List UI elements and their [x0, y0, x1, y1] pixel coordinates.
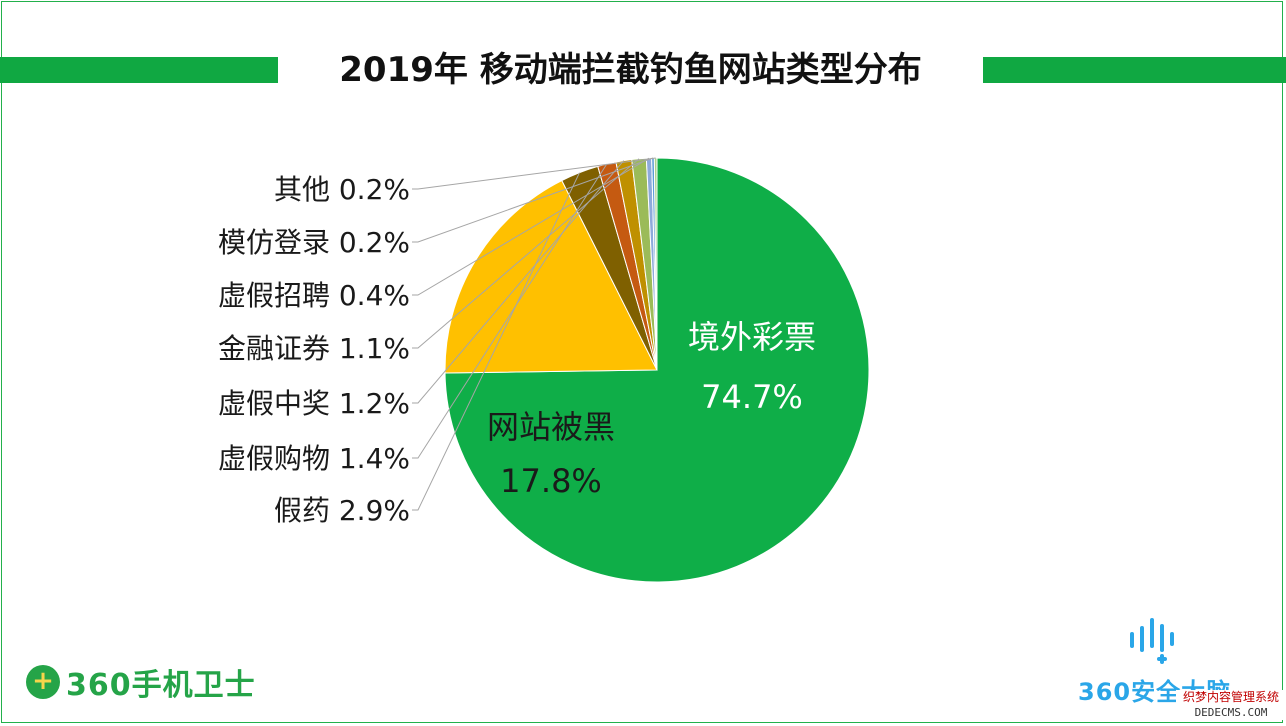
leader-lines — [412, 157, 656, 511]
slice-category-label: 境外彩票 — [688, 318, 816, 356]
slice-outside-label: 虚假购物 1.4% — [218, 442, 410, 475]
watermark: 织梦内容管理系统 DEDECMS.COM — [1176, 690, 1286, 720]
slice-outside-label: 虚假招聘 0.4% — [218, 279, 410, 312]
leader-line — [412, 158, 640, 349]
slice-outside-label: 模仿登录 0.2% — [218, 226, 410, 259]
title-accent-bar-right — [983, 57, 1286, 83]
slice-outside-label: 其他 0.2% — [274, 173, 410, 206]
slice-labels: 境外彩票 74.7% 网站被黑 17.8% 假药 2.9% 虚假购物 1.4% 虚假中奖 1… — [218, 173, 816, 527]
leader-line — [412, 157, 656, 190]
leader-line — [412, 160, 625, 404]
pie-slice — [444, 179, 658, 374]
logo-360-mobile-guard: + 360手机卫士 — [26, 660, 256, 704]
leader-line — [412, 157, 654, 243]
chart-title: 2019年 移动端拦截钓鱼网站类型分布 — [339, 50, 922, 90]
leader-line — [412, 163, 608, 459]
sound-wave-icon — [1130, 618, 1174, 664]
slice-outside-label: 假药 2.9% — [274, 494, 410, 527]
slice-category-label: 网站被黑 — [487, 408, 615, 446]
slice-outside-label: 金融证券 1.1% — [218, 332, 410, 365]
leader-line — [412, 157, 650, 296]
leader-line — [412, 172, 580, 511]
plus-shield-icon: + — [26, 665, 60, 699]
slice-value-label: 74.7% — [701, 378, 803, 416]
watermark-line1: 织梦内容管理系统 — [1182, 690, 1279, 704]
pie-slice — [444, 157, 870, 583]
title-accent-bar-left — [0, 57, 278, 83]
logo-left-text: 360手机卫士 — [66, 668, 256, 703]
slice-value-label: 17.8% — [500, 462, 602, 500]
watermark-line2: DEDECMS.COM — [1194, 706, 1268, 719]
pie-slices — [444, 157, 870, 583]
slice-outside-label: 虚假中奖 1.2% — [218, 387, 410, 420]
